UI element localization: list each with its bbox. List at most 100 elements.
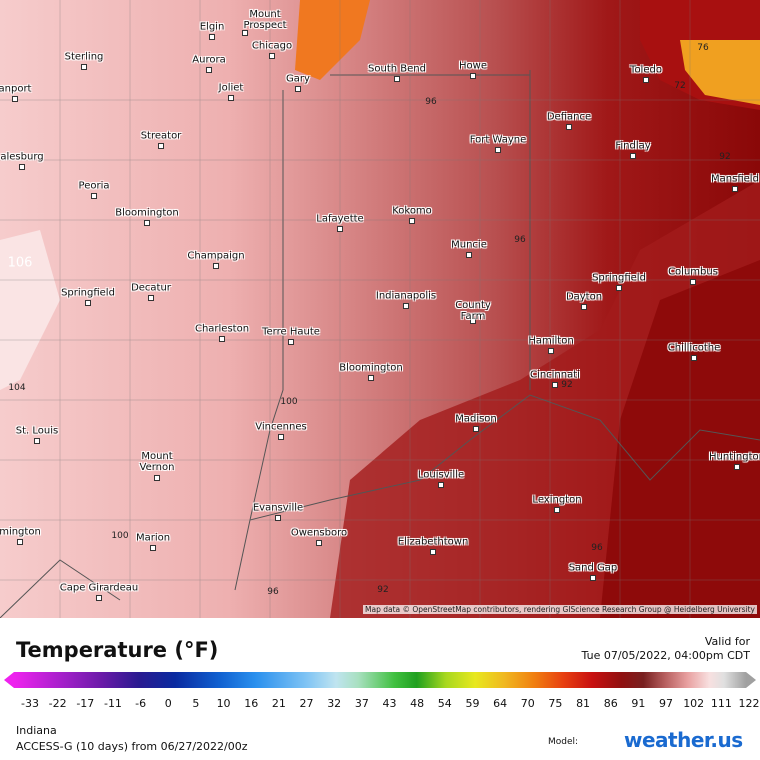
colorbar-tick-label: 32	[327, 697, 342, 710]
city-marker	[368, 375, 374, 381]
contour-label: 72	[674, 81, 686, 91]
city-label: Mount Vernon	[139, 451, 175, 473]
city-marker	[473, 426, 479, 432]
city-label: Champaign	[187, 250, 245, 262]
city-marker	[691, 355, 697, 361]
contour-label: 96	[514, 235, 526, 245]
colorbar-tick-label: 27	[299, 697, 314, 710]
attribution: Map data © OpenStreetMap contributors, r…	[363, 605, 757, 614]
city-marker	[590, 575, 596, 581]
city-label: Columbus	[668, 266, 718, 278]
city-marker	[438, 482, 444, 488]
city-marker	[96, 595, 102, 601]
city-label: Indianapolis	[375, 290, 437, 302]
contour-label: 76	[697, 43, 709, 53]
city-label: Mansfield	[711, 173, 759, 185]
colorbar-tick-label: -6	[135, 697, 147, 710]
city-label: Sterling	[64, 51, 104, 63]
model-label: Model:	[548, 737, 579, 747]
city-marker	[209, 34, 215, 40]
city-label: Chillicothe	[667, 342, 721, 354]
city-label: Defiance	[546, 111, 592, 123]
city-marker	[470, 318, 476, 324]
city-marker	[295, 86, 301, 92]
city-marker	[552, 382, 558, 388]
city-marker	[470, 73, 476, 79]
city-label: anport	[0, 83, 32, 95]
city-label: Decatur	[131, 282, 171, 294]
colorbar-tick-label: 97	[659, 697, 674, 710]
city-label: Huntington	[709, 451, 760, 463]
colorbar-tick-label: 111	[710, 697, 732, 710]
colorbar-tick-label: -33	[21, 697, 39, 710]
city-marker	[643, 77, 649, 83]
city-marker	[275, 515, 281, 521]
city-marker	[12, 96, 18, 102]
city-label: Sand Gap	[568, 562, 618, 574]
colorbar-tick-label: 5	[192, 697, 200, 710]
colorbar-tick-label: 70	[520, 697, 535, 710]
city-label: Dayton	[565, 291, 603, 303]
contour-label: 96	[425, 97, 437, 107]
city-marker	[734, 464, 740, 470]
contour-label: 92	[719, 152, 731, 162]
contour-label: 106	[7, 255, 33, 271]
city-label: Evansville	[252, 502, 304, 514]
valid-label: Valid for	[704, 635, 750, 648]
city-marker	[690, 279, 696, 285]
city-label: Springfield	[61, 287, 115, 299]
city-marker	[288, 339, 294, 345]
colorbar-tick-label: -11	[103, 697, 122, 710]
brand: weather.us	[624, 728, 743, 752]
city-label: South Bend	[368, 63, 426, 75]
city-label: Chicago	[251, 40, 293, 52]
colorbar-tick-label: 59	[465, 697, 480, 710]
city-label: Lexington	[532, 494, 582, 506]
contour-label: 92	[377, 585, 389, 595]
city-label: Findlay	[615, 140, 651, 152]
city-marker	[206, 67, 212, 73]
city-marker	[228, 95, 234, 101]
colorbar-tick-label: 16	[244, 697, 259, 710]
contour-label: 100	[280, 397, 298, 407]
colorbar-tick-label: 43	[382, 697, 397, 710]
city-label: Kokomo	[392, 205, 432, 217]
city-label: Elgin	[199, 21, 225, 33]
city-marker	[466, 252, 472, 258]
city-label: Cape Girardeau	[59, 582, 139, 594]
city-label: Joliet	[218, 82, 244, 94]
colorbar-tick-label: 21	[271, 697, 286, 710]
city-marker	[403, 303, 409, 309]
city-marker	[219, 336, 225, 342]
city-marker	[337, 226, 343, 232]
city-label: Marion	[135, 532, 171, 544]
city-marker	[548, 348, 554, 354]
city-marker	[150, 545, 156, 551]
city-label: Charleston	[194, 323, 250, 335]
city-label: Cincinnati	[530, 369, 580, 381]
city-marker	[34, 438, 40, 444]
city-label: Howe	[459, 60, 487, 72]
city-marker	[148, 295, 154, 301]
colorbar-tick-label: 75	[548, 697, 563, 710]
city-label: Bloomington	[339, 362, 403, 374]
colorbar-tick-label: 0	[164, 697, 172, 710]
colorbar	[14, 672, 746, 688]
city-label: Fort Wayne	[469, 134, 527, 146]
contour-label: 96	[267, 587, 279, 597]
city-label: Owensboro	[290, 527, 348, 539]
city-marker	[91, 193, 97, 199]
city-label: Springfield	[592, 272, 646, 284]
colorbar-tick-label: 122	[738, 697, 760, 710]
city-label: Elizabethtown	[397, 536, 469, 548]
contour-label: 100	[111, 531, 129, 541]
city-marker	[144, 220, 150, 226]
city-marker	[394, 76, 400, 82]
region: Indiana	[16, 724, 57, 737]
map	[0, 0, 760, 618]
city-marker	[242, 30, 248, 36]
city-label: Terre Haute	[262, 326, 320, 338]
city-label: Streator	[140, 130, 182, 142]
city-marker	[154, 475, 160, 481]
city-marker	[616, 285, 622, 291]
